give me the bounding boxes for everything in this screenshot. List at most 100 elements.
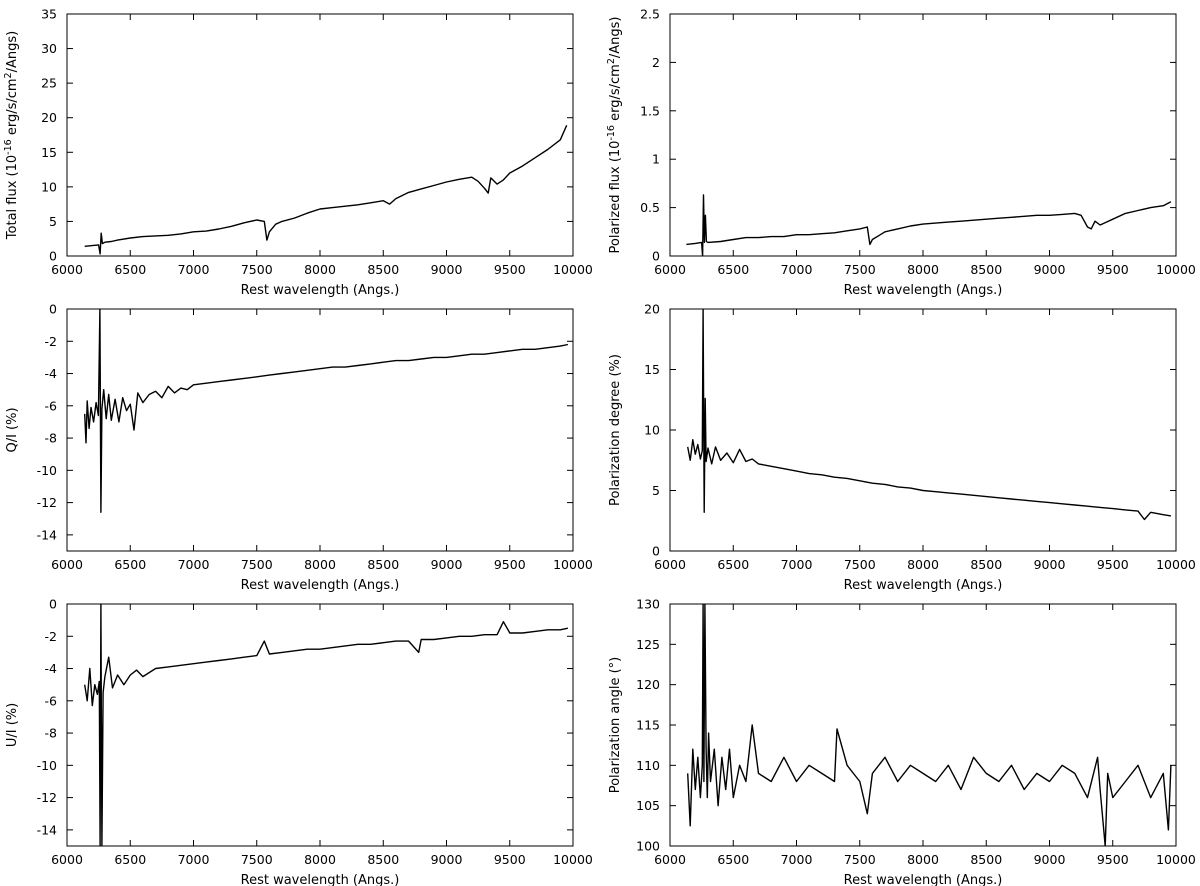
total-flux-xtick-label: 9000	[431, 262, 463, 277]
polarized-flux-yaxis-label-base: Polarized flux (10	[608, 141, 623, 254]
total-flux-panel: 6000 6500 7000 7500 8000 8500 9000 9500 10000 0 5 1…	[3, 7, 593, 299]
total-flux-plot-frame	[66, 13, 574, 257]
polarized-flux-yaxis-label-exp1: -16	[606, 125, 617, 141]
u-over-i-xaxis-label: Rest wavelength (Angs.)	[241, 873, 400, 886]
u-over-i-xtick-label: 7000	[178, 852, 210, 867]
u-over-i-xtick-label: 10000	[553, 852, 593, 867]
polarized-flux-yaxis-label-mid: erg/s/cm	[608, 64, 623, 125]
polarized-flux-xtick-label: 10000	[1156, 262, 1196, 277]
polarization-angle-yaxis-label: Polarization angle (°)	[608, 657, 623, 794]
total-flux-xtick-label: 10000	[553, 262, 593, 277]
polarized-flux-yaxis-label-end: /Angs)	[608, 17, 623, 59]
polarized-flux-series-line	[686, 194, 1172, 256]
polarization-degree-xtick-label: 8500	[970, 557, 1002, 572]
total-flux-yaxis-label-mid: erg/s/cm	[5, 78, 20, 139]
u-over-i-xtick-label: 9500	[494, 852, 526, 867]
polarized-flux-ytick-label: 0	[652, 249, 660, 264]
polarized-flux-xtick-label: 8500	[970, 262, 1002, 277]
polarization-degree-xtick-label: 9000	[1034, 557, 1066, 572]
total-flux-xaxis-label: Rest wavelength (Angs.)	[241, 283, 400, 298]
polarization-angle-xtick-label: 6000	[654, 852, 686, 867]
q-over-i-ytick-label: 0	[49, 302, 57, 317]
q-over-i-yaxis-label: Q/I (%)	[5, 407, 20, 452]
polarized-flux-yaxis-label: Polarized flux (10-16 erg/s/cm2/Angs)	[606, 17, 623, 254]
q-over-i-xtick-label: 7000	[178, 557, 210, 572]
total-flux-xtick-label: 7000	[178, 262, 210, 277]
polarized-flux-ytick-label: 2.5	[640, 7, 660, 22]
polarization-angle-ytick-label: 110	[636, 758, 660, 773]
polarization-degree-xtick-label: 7000	[781, 557, 813, 572]
polarization-degree-ytick-label: 15	[644, 362, 660, 377]
u-over-i-ytick-label: -12	[37, 790, 57, 805]
q-over-i-ytick-label: -14	[37, 527, 57, 542]
u-over-i-ytick-label: -2	[45, 629, 57, 644]
polarized-flux-xtick-label: 7500	[844, 262, 876, 277]
q-over-i-xaxis-label: Rest wavelength (Angs.)	[241, 578, 400, 593]
q-over-i-ytick-label: -8	[45, 431, 58, 446]
total-flux-yaxis-label-exp2: 2	[3, 72, 14, 78]
total-flux-ytick-label: 10	[41, 179, 57, 194]
u-over-i-xtick-label: 6000	[51, 852, 83, 867]
polarization-angle-xtick-label: 7500	[844, 852, 876, 867]
polarization-degree-xaxis-label: Rest wavelength (Angs.)	[844, 578, 1003, 593]
polarization-angle-xtick-label: 9000	[1034, 852, 1066, 867]
polarization-angle-xtick-label: 8000	[907, 852, 939, 867]
polarized-flux-plot-frame	[669, 13, 1177, 257]
polarization-angle-xaxis-label: Rest wavelength (Angs.)	[844, 873, 1003, 886]
polarization-angle-ytick-label: 100	[636, 839, 660, 854]
total-flux-ytick-label: 30	[41, 41, 57, 56]
polarization-angle-ytick-label: 120	[636, 677, 660, 692]
q-over-i-plot-frame	[66, 308, 574, 552]
total-flux-xtick-label: 6000	[51, 262, 83, 277]
u-over-i-ytick-label: -10	[37, 758, 57, 773]
polarized-flux-xtick-label: 9500	[1097, 262, 1129, 277]
polarized-flux-ytick-label: 0.5	[640, 200, 660, 215]
polarization-angle-series-line	[687, 604, 1172, 846]
polarization-degree-panel: 6000 6500 7000 7500 8000 8500 9000 9500 10000 0 5 1…	[608, 302, 1196, 594]
total-flux-ytick-label: 35	[41, 7, 57, 22]
total-flux-ytick-label: 25	[41, 76, 57, 91]
q-over-i-panel: 6000 6500 7000 7500 8000 8500 9000 9500 10000 -14…	[5, 302, 593, 594]
u-over-i-series-line	[84, 604, 569, 846]
total-flux-xtick-label: 8000	[304, 262, 336, 277]
polarized-flux-xtick-label: 9000	[1034, 262, 1066, 277]
u-over-i-yaxis-label: U/I (%)	[5, 703, 20, 747]
total-flux-yaxis-label: Total flux (10-16 erg/s/cm2/Angs)	[3, 31, 20, 240]
u-over-i-ytick-label: -8	[45, 726, 58, 741]
total-flux-ytick-label: 5	[49, 214, 57, 229]
q-over-i-xtick-label: 9500	[494, 557, 526, 572]
u-over-i-ytick-label: 0	[49, 597, 57, 612]
total-flux-series-line	[84, 125, 568, 255]
polarization-degree-ytick-label: 20	[644, 302, 660, 317]
polarization-angle-xtick-label: 7000	[781, 852, 813, 867]
polarized-flux-panel: 6000 6500 7000 7500 8000 8500 9000 9500 10000 0 0.…	[606, 7, 1196, 299]
q-over-i-series-line	[84, 309, 569, 513]
q-over-i-ytick-label: -6	[45, 398, 58, 413]
q-over-i-xtick-label: 10000	[553, 557, 593, 572]
q-over-i-xtick-label: 8000	[304, 557, 336, 572]
total-flux-yaxis-label-exp1: -16	[3, 139, 14, 155]
polarization-degree-xtick-label: 8000	[907, 557, 939, 572]
polarized-flux-xtick-label: 6500	[717, 262, 749, 277]
polarization-degree-xtick-label: 9500	[1097, 557, 1129, 572]
total-flux-yaxis-label-end: /Angs)	[5, 31, 20, 73]
polarization-angle-ytick-label: 130	[636, 597, 660, 612]
u-over-i-plot-frame	[66, 603, 574, 847]
q-over-i-xtick-label: 8500	[367, 557, 399, 572]
u-over-i-xtick-label: 6500	[114, 852, 146, 867]
total-flux-xtick-label: 7500	[241, 262, 273, 277]
polarization-degree-ytick-label: 0	[652, 544, 660, 559]
polarized-flux-xtick-label: 7000	[781, 262, 813, 277]
polarized-flux-ytick-label: 1	[652, 152, 660, 167]
u-over-i-ytick-label: -6	[45, 693, 58, 708]
polarization-angle-xtick-label: 8500	[970, 852, 1002, 867]
total-flux-xtick-label: 9500	[494, 262, 526, 277]
polarization-angle-plot-frame	[669, 603, 1177, 847]
polarized-flux-ytick-label: 2	[652, 55, 660, 70]
polarization-degree-ytick-label: 10	[644, 423, 660, 438]
polarization-angle-ytick-label: 125	[636, 637, 660, 652]
polarization-degree-xtick-label: 6000	[654, 557, 686, 572]
q-over-i-ytick-label: -2	[45, 334, 57, 349]
u-over-i-xtick-label: 9000	[431, 852, 463, 867]
